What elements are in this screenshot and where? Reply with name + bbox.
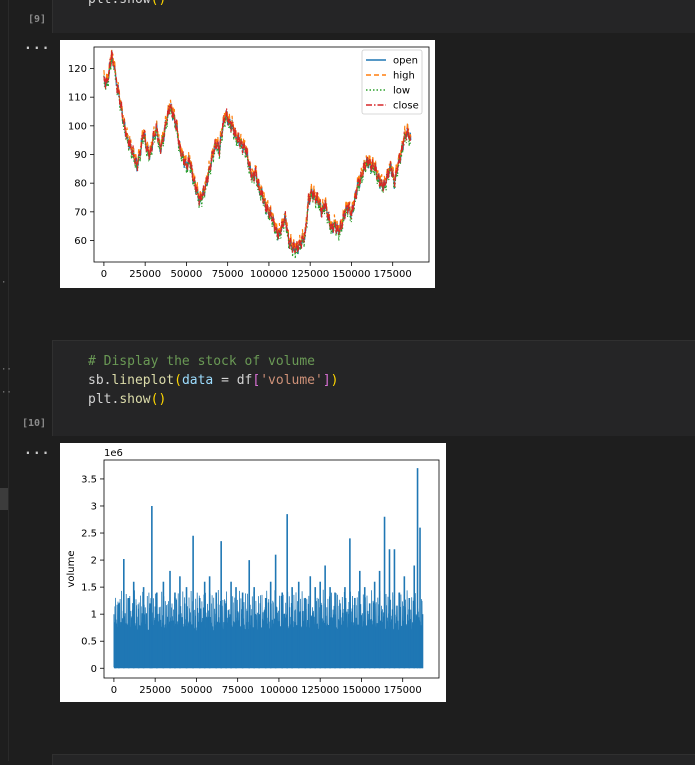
- price-chart-figure: 0 25000 50000 75000 100000 125000 150000 175000…: [60, 40, 435, 288]
- legend-label-close: close: [393, 101, 419, 112]
- y-tick-label: 100: [68, 121, 87, 132]
- code-line: plt.show(): [88, 392, 166, 407]
- legend-label-high: high: [393, 71, 415, 82]
- plot-frame: [103, 459, 440, 679]
- x-tick-label: 75000: [212, 269, 244, 280]
- code-token: ]: [322, 373, 331, 388]
- y-tick-label: 120: [68, 64, 87, 75]
- gutter-dot: ··: [1, 388, 12, 398]
- x-tick-label: 0: [101, 269, 107, 280]
- x-tick-label: 150000: [342, 685, 380, 696]
- y-tick-label: 2: [91, 556, 97, 567]
- gutter-dot: ··: [1, 365, 12, 375]
- code-token: # Display the stock of volume: [88, 354, 315, 369]
- code-cell-10[interactable]: # Display the stock of volume sb.lineplo…: [52, 340, 695, 436]
- left-gutter: [0, 0, 9, 761]
- y-tick-label: 0.5: [81, 637, 97, 648]
- x-tick-label: 50000: [181, 685, 213, 696]
- price-line-chart: 0 25000 50000 75000 100000 125000 150000 175000…: [68, 46, 430, 280]
- y-tick-label: 80: [74, 179, 87, 190]
- code-token: data: [181, 373, 214, 388]
- y-tick-label: 3.5: [81, 474, 97, 485]
- code-token: show: [119, 392, 151, 407]
- gutter-dot: ·: [1, 278, 7, 288]
- y-tick-label: 3: [91, 501, 97, 512]
- x-tick-label: 75000: [222, 685, 254, 696]
- x-tick-label: 150000: [332, 269, 370, 280]
- cell-selection-marker: [0, 488, 8, 510]
- x-tick-label: 50000: [171, 269, 203, 280]
- output-menu-button[interactable]: ...: [24, 443, 51, 458]
- code-token: sb.: [88, 373, 112, 388]
- volume-line-chart: 0 25000 50000 75000 100000 125000 150000 175000…: [66, 448, 440, 696]
- code-line: plt.show(): [88, 0, 166, 7]
- code-token: plt.show: [88, 0, 151, 7]
- code-token: ): [330, 373, 339, 388]
- legend-label-open: open: [393, 56, 418, 67]
- code-token: (): [150, 392, 167, 407]
- plot-frame: [93, 46, 430, 263]
- gutter-line: [8, 0, 9, 761]
- code-token: 'volume': [260, 373, 323, 388]
- y-tick-label: 0: [91, 664, 97, 675]
- code-token: lineplot: [111, 373, 175, 388]
- series-line-high: [103, 49, 412, 254]
- code-cell-next[interactable]: [52, 754, 695, 765]
- y-tick-label: 60: [74, 236, 87, 247]
- code-token: = df: [213, 373, 253, 388]
- x-tick-label: 0: [111, 685, 117, 696]
- code-cell-9[interactable]: plt.show(): [52, 0, 695, 33]
- legend-label-low: low: [393, 86, 410, 97]
- code-token: plt.: [88, 392, 120, 407]
- y-tick-label: 90: [74, 150, 87, 161]
- x-tick-label: 175000: [384, 685, 422, 696]
- execution-count: [9]: [27, 14, 46, 25]
- y-tick-label: 1.5: [81, 583, 97, 594]
- y-tick-label: 110: [68, 93, 87, 104]
- x-tick-label: 125000: [301, 685, 339, 696]
- code-token: (): [151, 0, 167, 7]
- code-token: [: [252, 373, 261, 388]
- y-axis-label: volume: [66, 550, 77, 587]
- code-token: (: [174, 373, 182, 388]
- y-tick-label: 1: [91, 610, 97, 621]
- y-tick-label: 2.5: [81, 529, 97, 540]
- x-tick-label: 125000: [291, 269, 329, 280]
- y-offset-label: 1e6: [104, 448, 123, 459]
- series-line-close: [103, 50, 411, 254]
- code-line: # Display the stock of volume: [88, 354, 315, 369]
- x-tick-label: 100000: [260, 685, 298, 696]
- y-tick-label: 70: [74, 207, 87, 218]
- volume-noise-line: [113, 589, 423, 668]
- x-tick-label: 175000: [374, 269, 412, 280]
- legend-box: [361, 49, 423, 115]
- x-tick-label: 25000: [129, 269, 161, 280]
- x-tick-label: 25000: [139, 685, 171, 696]
- execution-count: [10]: [22, 418, 47, 429]
- output-menu-button[interactable]: ...: [24, 38, 51, 53]
- volume-chart-figure: 0 25000 50000 75000 100000 125000 150000 175000…: [60, 443, 446, 702]
- x-tick-label: 100000: [250, 269, 288, 280]
- code-line: sb.lineplot(data = df['volume']): [88, 373, 339, 388]
